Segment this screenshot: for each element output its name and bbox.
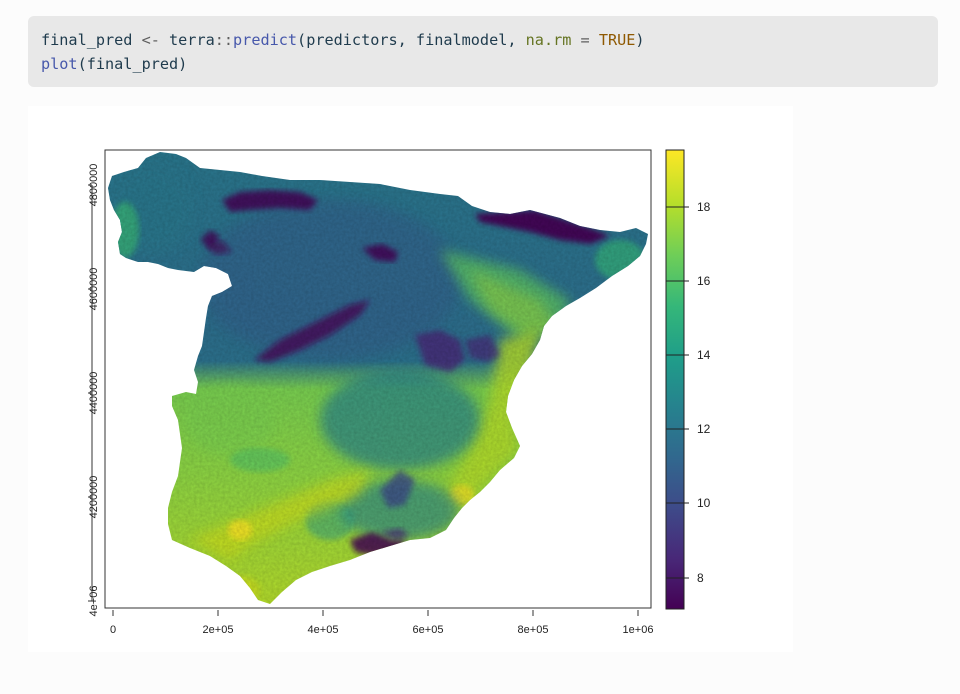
code-var: final_pred <box>41 31 133 49</box>
code-arg-name: na.rm <box>525 31 572 49</box>
code-line-2: plot(final_pred) <box>41 52 938 76</box>
legend-tick-label: 18 <box>697 200 711 214</box>
color-legend: 18 16 14 12 10 8 <box>665 149 711 610</box>
y-tick-label: 4400000 <box>88 372 100 415</box>
x-axis: 0 2e+05 4e+05 6e+05 8e+05 1e+06 <box>110 610 654 636</box>
code-arg: final_pred <box>86 55 179 73</box>
code-block: final_pred <- terra::predict(predictors,… <box>28 16 938 87</box>
raster-plot: 4800000 4600000 4400000 4200000 4e+06 0 … <box>88 149 711 636</box>
code-paren-open: ( <box>297 31 307 49</box>
legend-tick-label: 12 <box>697 422 711 436</box>
y-tick-label: 4800000 <box>88 164 100 207</box>
x-tick-label: 0 <box>110 624 116 636</box>
spain-raster <box>108 152 648 604</box>
x-tick-label: 2e+05 <box>203 624 234 636</box>
legend-tick-label: 14 <box>697 348 711 362</box>
legend-tick-label: 10 <box>697 496 711 510</box>
code-paren-open: ( <box>77 55 87 73</box>
x-tick-label: 1e+06 <box>623 624 654 636</box>
y-tick-label: 4200000 <box>88 476 100 519</box>
legend-tick-label: 16 <box>697 274 711 288</box>
y-axis: 4800000 4600000 4400000 4200000 4e+06 <box>88 164 100 617</box>
code-args: predictors, finalmodel, <box>306 31 526 49</box>
code-assign-op: <- <box>132 31 170 49</box>
code-fn-plot: plot <box>41 55 78 73</box>
y-tick-label: 4600000 <box>88 268 100 311</box>
code-arg-value: TRUE <box>598 31 636 49</box>
legend-tick-label: 8 <box>697 571 704 585</box>
code-pkg: terra <box>169 31 215 49</box>
code-eq-op: = <box>571 31 599 49</box>
code-ns-op: :: <box>214 31 234 49</box>
code-paren-close: ) <box>635 31 645 49</box>
code-line-1: final_pred <- terra::predict(predictors,… <box>41 28 938 52</box>
x-tick-label: 6e+05 <box>413 624 444 636</box>
plot-output: 4800000 4600000 4400000 4200000 4e+06 0 … <box>28 106 793 652</box>
x-tick-label: 8e+05 <box>518 624 549 636</box>
code-paren-close: ) <box>178 55 188 73</box>
x-tick-label: 4e+05 <box>308 624 339 636</box>
code-fn-predict: predict <box>233 31 298 49</box>
colorbar <box>665 149 685 610</box>
y-tick-label: 4e+06 <box>88 586 100 617</box>
